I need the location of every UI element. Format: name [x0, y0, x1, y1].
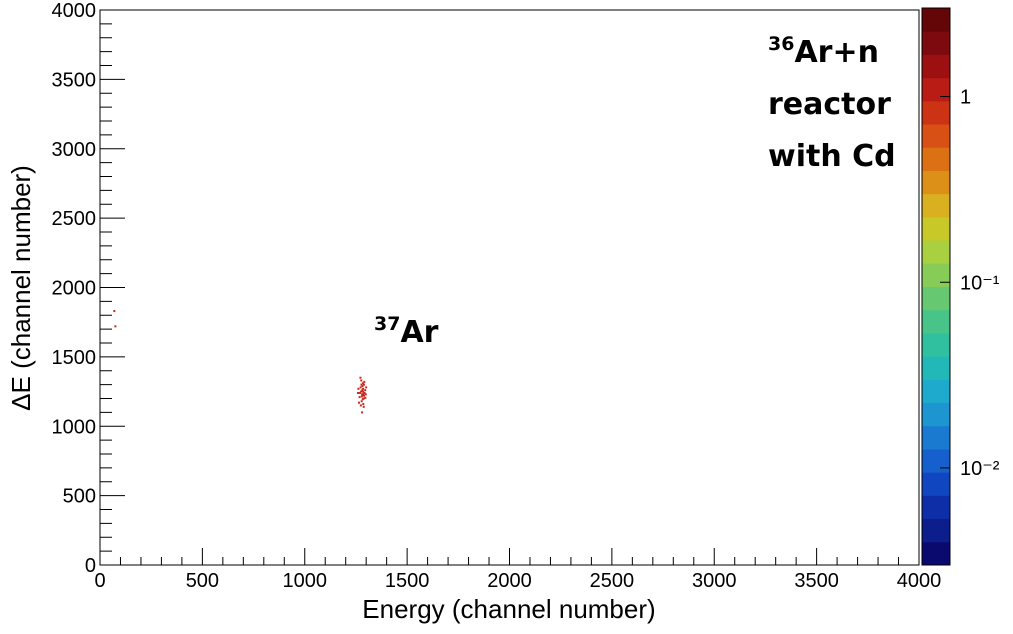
- point: [360, 379, 363, 382]
- colorbar-tick-label: 1: [960, 87, 971, 109]
- annotation: 36Ar+n: [768, 33, 879, 70]
- colorbar-band: [922, 147, 950, 171]
- point: [361, 385, 364, 388]
- colorbar-band: [922, 286, 950, 311]
- y-tick-label: 3000: [52, 139, 97, 161]
- colorbar-band: [922, 263, 950, 287]
- x-tick-label: 1000: [283, 570, 328, 592]
- y-axis-title: ΔE (channel number): [6, 165, 36, 411]
- colorbar-frame: [921, 7, 951, 566]
- colorbar-band: [922, 193, 950, 218]
- y-tick-label: 2000: [52, 278, 97, 300]
- colorbar-band: [922, 518, 950, 543]
- colorbar-band: [922, 100, 950, 125]
- x-tick-label: 3500: [794, 570, 839, 592]
- colorbar-band: [922, 170, 950, 195]
- point: [361, 411, 364, 414]
- x-axis-title: Energy (channel number): [362, 594, 655, 624]
- x-tick-label: 2500: [590, 570, 635, 592]
- point: [362, 397, 365, 400]
- x-tick-label: 2000: [487, 570, 532, 592]
- annotation-text: reactor: [768, 87, 891, 122]
- point: [365, 386, 368, 389]
- colorbar-band: [922, 332, 950, 357]
- point: [361, 394, 364, 397]
- point: [359, 386, 362, 389]
- point: [362, 392, 365, 395]
- colorbar-band: [922, 124, 950, 148]
- point: [360, 400, 363, 403]
- colorbar-band: [922, 309, 950, 334]
- colorbar-band: [922, 77, 950, 102]
- point: [358, 396, 361, 399]
- annotation-sup: 37: [374, 313, 400, 335]
- point: [359, 391, 362, 394]
- point: [362, 390, 365, 393]
- colorbar-tick-label: 10⁻¹: [960, 272, 1000, 294]
- point: [364, 393, 367, 396]
- point: [363, 391, 366, 394]
- x-tick-label: 500: [186, 570, 219, 592]
- y-tick-label: 0: [85, 555, 96, 577]
- colorbar-band: [922, 240, 950, 264]
- y-tick-label: 500: [63, 486, 96, 508]
- point: [364, 389, 367, 392]
- point: [357, 387, 360, 390]
- annotation: 37Ar: [374, 313, 439, 350]
- annotation: reactor: [768, 87, 891, 122]
- point: [114, 325, 117, 328]
- colorbar-band: [922, 31, 950, 55]
- point: [362, 405, 365, 408]
- point: [361, 389, 364, 392]
- point: [359, 404, 362, 407]
- x-tick-label: 3000: [692, 570, 737, 592]
- y-tick-label: 1000: [52, 416, 97, 438]
- x-tick-label: 0: [94, 570, 105, 592]
- colorbar-band: [922, 8, 950, 32]
- point: [363, 394, 366, 397]
- point: [359, 376, 362, 379]
- colorbar-band: [922, 425, 950, 450]
- y-tick-label: 2500: [52, 208, 97, 230]
- colorbar-band: [922, 356, 950, 380]
- point: [360, 395, 363, 398]
- y-tick-label: 3500: [52, 69, 97, 91]
- annotation-text: with Cd: [768, 139, 896, 174]
- colorbar-tick-label: 10⁻²: [960, 458, 1000, 480]
- annotation-sup: 36: [768, 33, 794, 55]
- colorbar-band: [922, 402, 950, 427]
- colorbar-band: [922, 472, 950, 496]
- point: [113, 310, 116, 313]
- x-tick-label: 1500: [385, 570, 430, 592]
- colorbar-band: [922, 379, 950, 404]
- y-tick-label: 1500: [52, 347, 97, 369]
- colorbar-band: [922, 216, 950, 241]
- colorbar-band: [922, 448, 950, 473]
- point: [362, 387, 365, 390]
- point: [362, 383, 365, 386]
- colorbar-band: [922, 541, 950, 566]
- point: [358, 401, 361, 404]
- y-tick-label: 4000: [52, 0, 97, 22]
- point: [360, 383, 363, 386]
- point: [361, 382, 364, 385]
- point: [356, 391, 359, 394]
- point: [363, 380, 366, 383]
- colorbar-band: [922, 54, 950, 79]
- point: [361, 398, 364, 401]
- point: [360, 390, 363, 393]
- point: [364, 396, 367, 399]
- x-tick-label: 4000: [897, 570, 942, 592]
- annotation-text: Ar+n: [794, 35, 879, 70]
- point: [362, 403, 365, 406]
- colorbar-band: [922, 495, 950, 520]
- annotation: with Cd: [768, 139, 896, 174]
- annotation-text: Ar: [400, 315, 438, 350]
